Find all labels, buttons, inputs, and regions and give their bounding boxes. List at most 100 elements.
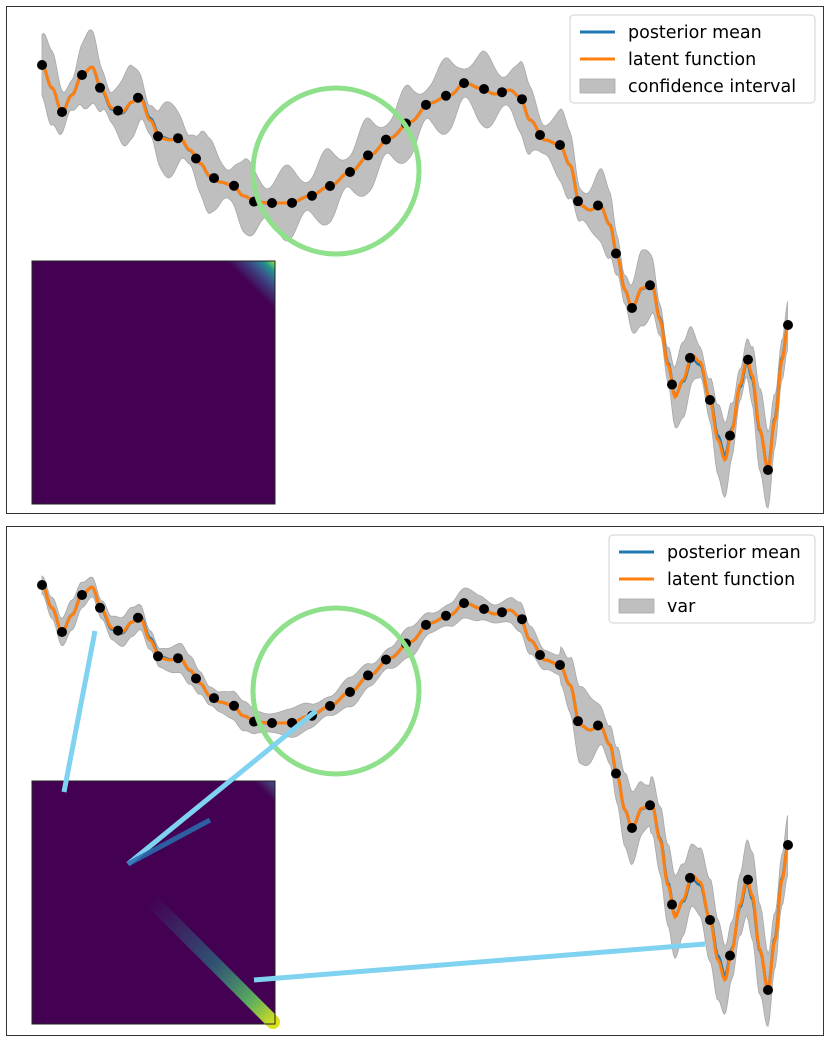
observation-point <box>209 693 219 704</box>
observation-point <box>705 395 715 405</box>
bottom-chart-panel: posterior mean latent function var <box>0 520 831 1042</box>
observation-point <box>783 840 793 850</box>
observation-point <box>685 352 695 363</box>
legend-label-posterior-mean: posterior mean <box>667 543 801 563</box>
observation-point <box>173 653 183 664</box>
observation-point <box>57 107 67 117</box>
observation-point <box>645 280 655 291</box>
observation-point <box>191 153 201 164</box>
observation-point <box>593 200 603 211</box>
legend-label-latent-function: latent function <box>628 50 756 70</box>
observation-point <box>95 602 105 613</box>
observation-point <box>77 70 87 80</box>
bottom-chart: posterior mean latent function var <box>6 526 824 1036</box>
observation-point <box>287 197 297 208</box>
observation-point <box>573 716 583 727</box>
observation-point <box>517 94 527 105</box>
highlight-circle <box>250 85 422 257</box>
observation-point <box>441 90 451 101</box>
observation-point <box>763 985 773 995</box>
observation-point <box>555 660 565 670</box>
connector-line <box>126 709 318 866</box>
observation-point <box>95 82 105 93</box>
observation-point <box>113 105 123 116</box>
legend-label-band: var <box>667 597 696 617</box>
observation-point <box>37 60 47 70</box>
observation-point <box>209 173 219 184</box>
connector-line <box>253 941 706 983</box>
legend-box <box>608 534 816 624</box>
observation-point <box>381 654 391 665</box>
observation-point <box>725 950 735 961</box>
observation-point <box>229 700 239 711</box>
observation-point <box>113 625 123 636</box>
axes-frame <box>6 526 824 1036</box>
observation-point <box>459 78 469 89</box>
observation-point <box>667 899 677 910</box>
observation-point <box>497 607 507 618</box>
observation-point <box>743 874 753 885</box>
connector-line-inset <box>126 817 212 867</box>
observation-point <box>37 580 47 590</box>
observation-point <box>267 198 277 208</box>
observation-point <box>325 181 335 191</box>
covariance-heatmap <box>32 261 275 504</box>
observation-point <box>667 379 677 390</box>
observation-point <box>363 150 373 161</box>
observation-point <box>229 180 239 191</box>
observation-point <box>307 190 317 201</box>
observations <box>37 580 793 995</box>
observation-point <box>267 718 277 728</box>
observation-point <box>479 83 489 94</box>
observation-point <box>611 768 621 779</box>
observation-point <box>763 465 773 475</box>
observation-point <box>57 627 67 637</box>
observation-point <box>783 320 793 330</box>
observation-point <box>517 614 527 625</box>
observation-point <box>627 823 637 833</box>
uncertainty-band <box>41 575 788 1028</box>
top-chart-panel: posterior mean latent function confidence … <box>0 0 831 520</box>
observation-point <box>479 603 489 614</box>
legend-label-band: confidence interval <box>628 77 796 97</box>
observation-point <box>535 130 545 140</box>
observation-point <box>381 134 391 145</box>
observation-point <box>133 92 143 103</box>
connector-line <box>61 630 98 793</box>
observation-point <box>743 354 753 365</box>
heatmap-diagonal-highlight <box>145 894 280 1029</box>
observation-point <box>497 87 507 98</box>
observation-point <box>153 131 163 142</box>
observation-point <box>363 670 373 681</box>
observation-point <box>685 872 695 883</box>
legend-box <box>569 14 816 104</box>
observation-point <box>153 651 163 662</box>
observation-point <box>645 800 655 811</box>
observation-point <box>535 650 545 660</box>
observation-point <box>705 915 715 925</box>
observation-point <box>421 619 431 630</box>
heatmap-frame <box>31 780 276 1025</box>
latent-function-line <box>41 63 789 475</box>
top-chart: posterior mean latent function confidence … <box>6 6 824 514</box>
observation-point <box>191 673 201 684</box>
legend-label-latent-function: latent function <box>667 570 795 590</box>
observation-point <box>173 133 183 144</box>
observation-point <box>611 248 621 259</box>
latent-function-line <box>41 583 789 995</box>
observation-point <box>325 701 335 711</box>
observation-point <box>421 99 431 110</box>
observation-point <box>345 687 355 697</box>
observation-point <box>459 598 469 609</box>
observation-point <box>627 303 637 313</box>
axes-frame <box>6 6 824 514</box>
legend-label-posterior-mean: posterior mean <box>628 23 762 43</box>
observation-point <box>573 196 583 207</box>
observation-point <box>441 610 451 621</box>
observation-point <box>725 430 735 441</box>
heatmap-frame <box>31 260 276 505</box>
observation-point <box>593 720 603 731</box>
observation-point <box>555 140 565 150</box>
observation-point <box>133 612 143 623</box>
legend-swatch-band <box>618 598 655 614</box>
